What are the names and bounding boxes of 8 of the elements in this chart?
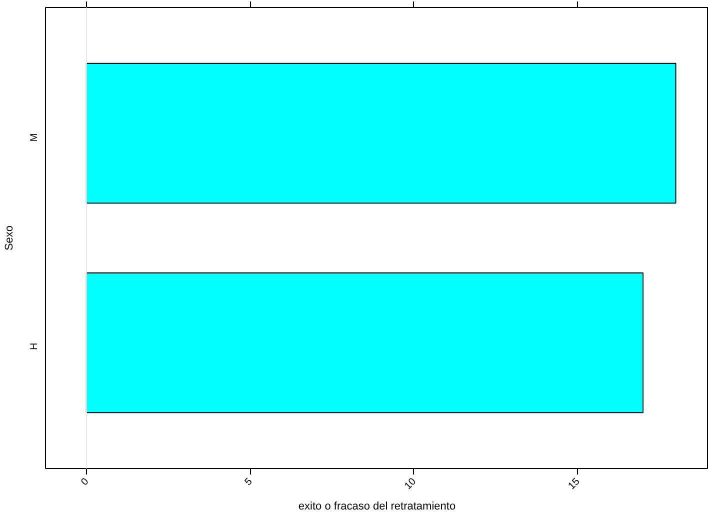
y-axis-title: Sexo xyxy=(4,225,16,251)
x-tick-label: 15 xyxy=(566,476,582,492)
x-tick-label: 0 xyxy=(79,476,92,488)
y-tick-label: M xyxy=(29,133,40,142)
x-tick-label: 5 xyxy=(243,476,256,488)
y-tick-label: H xyxy=(29,342,40,350)
x-axis-title: exito o fracaso del retratamiento xyxy=(298,500,456,512)
x-tick-label: 10 xyxy=(402,476,419,492)
